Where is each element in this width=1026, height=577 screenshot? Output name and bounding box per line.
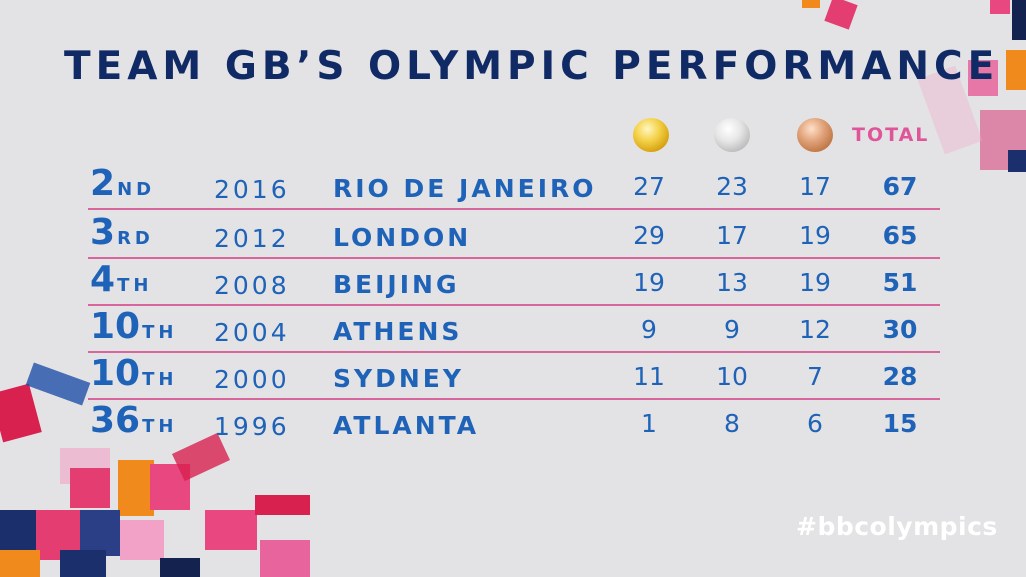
bronze-count: 19	[799, 268, 831, 297]
finishing-position: 4 TH	[90, 259, 152, 300]
silver-count: 8	[724, 409, 740, 438]
finishing-position: 2 ND	[90, 163, 155, 204]
total-count: 28	[882, 362, 918, 391]
host-city: SYDNEY	[333, 364, 464, 393]
host-city: ATHENS	[333, 317, 463, 346]
games-year: 2008	[214, 271, 290, 300]
row-divider	[88, 208, 940, 210]
gold-count: 1	[641, 409, 657, 438]
gold-count: 9	[641, 315, 657, 344]
table-row: 3 RD 2012 LONDON 29 17 19 65	[88, 212, 940, 259]
position-suffix: TH	[142, 416, 178, 437]
gold-medal-icon	[633, 118, 669, 152]
position-suffix: ND	[117, 179, 156, 200]
games-year: 2004	[214, 318, 290, 347]
position-suffix: TH	[142, 322, 178, 343]
silver-count: 10	[716, 362, 748, 391]
games-year: 2016	[214, 175, 290, 204]
finishing-position: 10 TH	[90, 353, 177, 394]
total-count: 15	[882, 409, 918, 438]
table-row: 4 TH 2008 BEIJING 19 13 19 51	[88, 259, 940, 306]
position-number: 36	[90, 400, 141, 441]
finishing-position: 36 TH	[90, 400, 177, 441]
finishing-position: 3 RD	[90, 212, 154, 253]
confetti-bottom-left	[0, 362, 310, 577]
gold-count: 29	[633, 221, 665, 250]
position-suffix: RD	[117, 228, 154, 249]
bronze-count: 17	[799, 172, 831, 201]
row-divider	[88, 257, 940, 259]
row-divider	[88, 351, 940, 353]
table-row: 10 TH 2000 SYDNEY 11 10 7 28	[88, 353, 940, 400]
position-number: 10	[90, 306, 141, 347]
silver-count: 23	[716, 172, 748, 201]
table-row: 10 TH 2004 ATHENS 9 9 12 30	[88, 306, 940, 353]
games-year: 2012	[214, 224, 290, 253]
finishing-position: 10 TH	[90, 306, 177, 347]
position-number: 4	[90, 259, 116, 300]
total-column-header: TOTAL	[852, 124, 930, 146]
host-city: RIO DE JANEIRO	[333, 174, 597, 203]
silver-count: 17	[716, 221, 748, 250]
bronze-count: 19	[799, 221, 831, 250]
position-number: 3	[90, 212, 116, 253]
bronze-count: 12	[799, 315, 831, 344]
gold-count: 27	[633, 172, 665, 201]
silver-count: 9	[724, 315, 740, 344]
total-count: 67	[882, 172, 918, 201]
table-row: 2 ND 2016 RIO DE JANEIRO 27 23 17 67	[88, 163, 940, 210]
hashtag: #bbcolympics	[796, 512, 998, 541]
table-row: 36 TH 1996 ATLANTA 1 8 6 15	[88, 400, 940, 447]
games-year: 1996	[214, 412, 290, 441]
total-count: 30	[882, 315, 918, 344]
confetti-top-right	[802, 0, 1026, 172]
bronze-medal-icon	[797, 118, 833, 152]
position-suffix: TH	[142, 369, 178, 390]
page-title: TEAM GB’S OLYMPIC PERFORMANCE	[64, 44, 1000, 89]
total-count: 65	[882, 221, 918, 250]
position-number: 10	[90, 353, 141, 394]
total-count: 51	[882, 268, 918, 297]
gold-count: 19	[633, 268, 665, 297]
silver-count: 13	[716, 268, 748, 297]
bronze-count: 7	[807, 362, 823, 391]
silver-medal-icon	[714, 118, 750, 152]
host-city: ATLANTA	[333, 411, 480, 440]
host-city: LONDON	[333, 223, 472, 252]
position-number: 2	[90, 163, 116, 204]
bronze-count: 6	[807, 409, 823, 438]
row-divider	[88, 398, 940, 400]
gold-count: 11	[633, 362, 665, 391]
host-city: BEIJING	[333, 270, 460, 299]
row-divider	[88, 304, 940, 306]
position-suffix: TH	[117, 275, 153, 296]
games-year: 2000	[214, 365, 290, 394]
